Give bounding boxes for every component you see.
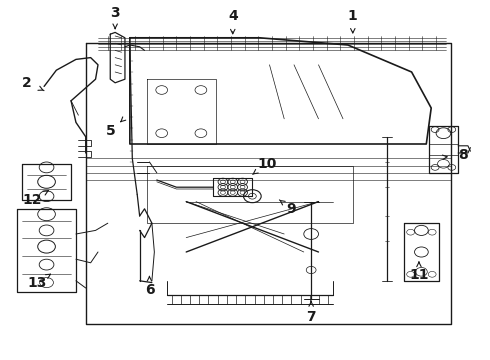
Text: 11: 11	[409, 269, 429, 282]
Text: 9: 9	[287, 202, 296, 216]
Text: 3: 3	[110, 6, 120, 19]
Text: 6: 6	[145, 283, 154, 297]
Text: 7: 7	[306, 310, 316, 324]
Text: 10: 10	[257, 157, 277, 171]
Text: 8: 8	[458, 148, 468, 162]
Text: 2: 2	[22, 76, 32, 90]
Text: 13: 13	[27, 276, 47, 289]
Text: 4: 4	[228, 9, 238, 23]
Text: 5: 5	[105, 125, 115, 138]
Text: 1: 1	[348, 9, 358, 23]
Text: 12: 12	[22, 193, 42, 207]
